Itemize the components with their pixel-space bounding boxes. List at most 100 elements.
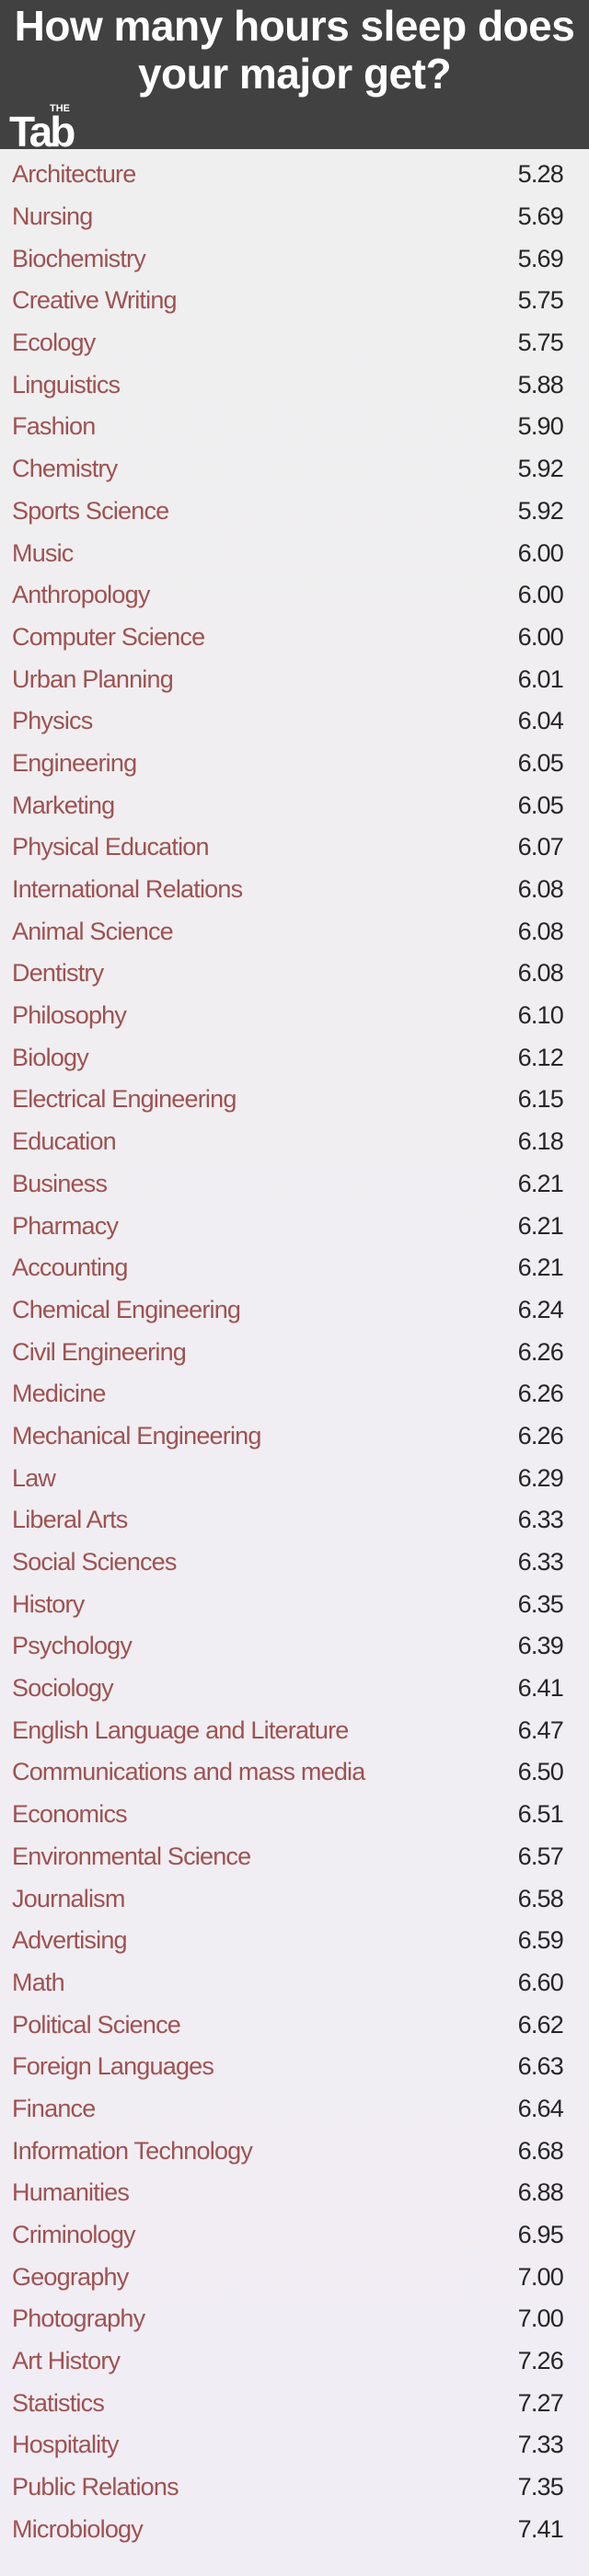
- hours-value: 5.90: [517, 412, 564, 441]
- table-row: Finance 6.64: [0, 2088, 589, 2131]
- hours-value: 5.75: [517, 329, 564, 357]
- major-label: Social Sciences: [12, 1548, 177, 1577]
- table-row: Foreign Languages 6.63: [0, 2046, 589, 2088]
- hours-value: 6.05: [517, 748, 564, 777]
- table-row: Environmental Science 6.57: [0, 1836, 589, 1878]
- hours-value: 6.59: [517, 1926, 564, 1955]
- major-label: Chemistry: [12, 455, 118, 483]
- major-label: Electrical Engineering: [12, 1085, 237, 1114]
- table-row: Electrical Engineering 6.15: [0, 1079, 589, 1121]
- table-row: Mechanical Engineering 6.26: [0, 1415, 589, 1458]
- table-row: Biology 6.12: [0, 1036, 589, 1079]
- hours-value: 6.64: [517, 2094, 564, 2122]
- table-row: Law 6.29: [0, 1457, 589, 1499]
- hours-value: 5.69: [517, 202, 564, 231]
- table-row: English Language and Literature 6.47: [0, 1709, 589, 1751]
- major-label: Political Science: [12, 2010, 181, 2039]
- hours-value: 6.26: [517, 1380, 564, 1408]
- table-row: Ecology 5.75: [0, 322, 589, 364]
- major-label: Music: [12, 538, 74, 567]
- table-row: Creative Writing 5.75: [0, 280, 589, 322]
- major-label: Chemical Engineering: [12, 1295, 241, 1323]
- hours-value: 6.50: [517, 1758, 564, 1786]
- table-row: Photography 7.00: [0, 2298, 589, 2340]
- header: How many hours sleep does your major get…: [0, 0, 589, 149]
- hours-value: 6.21: [517, 1253, 564, 1282]
- hours-value: 6.47: [517, 1715, 564, 1744]
- major-label: Biochemistry: [12, 244, 146, 272]
- hours-value: 6.18: [517, 1127, 564, 1156]
- hours-value: 6.08: [517, 875, 564, 904]
- hours-value: 6.04: [517, 707, 564, 735]
- table-row: Engineering 6.05: [0, 743, 589, 785]
- major-label: Advertising: [12, 1926, 128, 1955]
- table-row: Microbiology 7.41: [0, 2509, 589, 2551]
- major-label: Philosophy: [12, 1001, 127, 1030]
- table-row: Economics 6.51: [0, 1794, 589, 1836]
- table-row: Dentistry 6.08: [0, 953, 589, 995]
- hours-value: 5.28: [517, 160, 564, 189]
- major-label: Civil Engineering: [12, 1337, 187, 1366]
- hours-value: 6.00: [517, 538, 564, 567]
- hours-value: 6.51: [517, 1800, 564, 1829]
- table-row: Sociology 6.41: [0, 1668, 589, 1710]
- major-label: Humanities: [12, 2178, 130, 2207]
- table-row: Architecture 5.28: [0, 154, 589, 196]
- the-tab-logo: THE Tab: [9, 103, 77, 147]
- table-row: Anthropology 6.00: [0, 574, 589, 617]
- major-label: Linguistics: [12, 370, 121, 399]
- major-label: English Language and Literature: [12, 1715, 349, 1744]
- table-row: Music 6.00: [0, 532, 589, 574]
- major-label: Medicine: [12, 1380, 106, 1408]
- major-label: Dentistry: [12, 959, 104, 988]
- table-row: Animal Science 6.08: [0, 910, 589, 953]
- hours-value: 7.35: [517, 2473, 564, 2501]
- hours-value: 7.33: [517, 2431, 564, 2459]
- major-label: Finance: [12, 2094, 96, 2122]
- major-label: Environmental Science: [12, 1842, 251, 1870]
- major-label: Sociology: [12, 1674, 114, 1703]
- hours-value: 7.27: [517, 2388, 564, 2417]
- sleep-table: Architecture 5.28 Nursing 5.69 Biochemistry 5…: [0, 154, 589, 2550]
- table-row: Nursing 5.69: [0, 196, 589, 238]
- hours-value: 7.26: [517, 2347, 564, 2375]
- table-row: Physical Education 6.07: [0, 826, 589, 869]
- table-row: Medicine 6.26: [0, 1373, 589, 1415]
- major-label: Art History: [12, 2347, 121, 2375]
- major-label: Education: [12, 1127, 117, 1156]
- chart-title: How many hours sleep does your major get…: [14, 2, 575, 98]
- major-label: Law: [12, 1463, 56, 1492]
- table-row: Pharmacy 6.21: [0, 1205, 589, 1247]
- table-row: Linguistics 5.88: [0, 364, 589, 406]
- table-row: Accounting 6.21: [0, 1247, 589, 1289]
- major-label: Biology: [12, 1043, 89, 1071]
- hours-value: 5.69: [517, 244, 564, 272]
- major-label: Nursing: [12, 202, 93, 231]
- major-label: Urban Planning: [12, 664, 174, 693]
- major-label: Statistics: [12, 2388, 105, 2417]
- major-label: Journalism: [12, 1884, 125, 1912]
- major-label: Ecology: [12, 329, 96, 357]
- svg-text:THE: THE: [50, 103, 70, 114]
- major-label: Physics: [12, 707, 93, 735]
- hours-value: 6.88: [517, 2178, 564, 2207]
- hours-value: 6.33: [517, 1548, 564, 1577]
- hours-value: 6.33: [517, 1506, 564, 1534]
- hours-value: 6.60: [517, 1968, 564, 1996]
- hours-value: 6.35: [517, 1589, 564, 1618]
- major-label: Information Technology: [12, 2136, 253, 2165]
- major-label: Mechanical Engineering: [12, 1421, 261, 1450]
- major-label: Sports Science: [12, 496, 169, 525]
- major-label: International Relations: [12, 875, 243, 904]
- hours-value: 6.00: [517, 622, 564, 651]
- hours-value: 6.15: [517, 1085, 564, 1114]
- table-row: Political Science 6.62: [0, 2004, 589, 2046]
- table-row: Criminology 6.95: [0, 2214, 589, 2257]
- major-label: Economics: [12, 1800, 128, 1829]
- major-label: Pharmacy: [12, 1211, 119, 1240]
- hours-value: 6.08: [517, 917, 564, 945]
- hours-value: 6.00: [517, 581, 564, 609]
- hours-value: 6.07: [517, 833, 564, 861]
- major-label: Physical Education: [12, 833, 210, 861]
- hours-value: 6.58: [517, 1884, 564, 1912]
